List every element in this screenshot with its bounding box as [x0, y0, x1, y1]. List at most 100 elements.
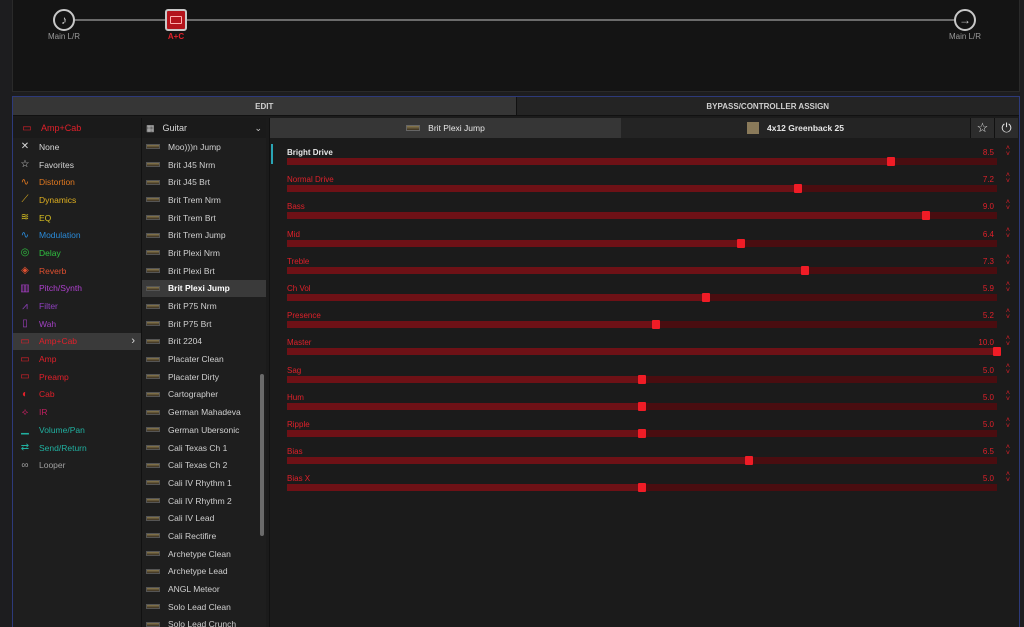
- model-list-item[interactable]: Cali Texas Ch 2: [142, 456, 266, 474]
- model-list-item[interactable]: Cali IV Rhythm 1: [142, 474, 266, 492]
- param-slider-handle[interactable]: [794, 184, 803, 194]
- model-list-item[interactable]: Brit Plexi Nrm: [142, 244, 266, 262]
- param-value[interactable]: 5.0: [982, 392, 994, 402]
- param-slider[interactable]: [287, 456, 997, 466]
- chevron-down-icon[interactable]: ⌄: [254, 122, 262, 133]
- up-down-arrows-icon[interactable]: ˄ ˅: [1005, 145, 1010, 158]
- model-list-item[interactable]: Cali IV Lead: [142, 509, 266, 527]
- model-list-item[interactable]: Brit Plexi Brt: [142, 262, 266, 280]
- category-item-ir[interactable]: ⟡ IR: [13, 403, 141, 421]
- model-list-item[interactable]: ANGL Meteor: [142, 580, 266, 598]
- category-item-eq[interactable]: ≋ EQ: [13, 209, 141, 227]
- param-value[interactable]: 5.0: [982, 365, 994, 375]
- grid-icon[interactable]: ▦: [146, 122, 155, 133]
- category-item-dynamics[interactable]: ⟋ Dynamics: [13, 191, 141, 209]
- favorite-button[interactable]: ☆: [970, 118, 994, 138]
- param-slider[interactable]: [287, 429, 997, 438]
- param-slider[interactable]: [287, 184, 997, 194]
- model-list-item[interactable]: German Mahadeva: [142, 403, 266, 421]
- input-node[interactable]: ♪: [53, 9, 75, 31]
- model-list-item[interactable]: Cali Texas Ch 1: [142, 439, 266, 457]
- model-list-item[interactable]: Cali IV Rhythm 2: [142, 492, 266, 510]
- output-node[interactable]: →: [954, 9, 976, 31]
- param-value[interactable]: 5.0: [982, 474, 994, 484]
- category-item-volume-pan[interactable]: ▁ Volume/Pan: [13, 421, 141, 439]
- up-down-arrows-icon[interactable]: ˄ ˅: [1005, 281, 1010, 294]
- up-down-arrows-icon[interactable]: ˄ ˅: [1005, 389, 1010, 403]
- param-slider-handle[interactable]: [638, 401, 646, 411]
- category-item-favorites[interactable]: ☆ Favorites: [13, 156, 141, 174]
- model-list-item[interactable]: Archetype Clean: [142, 545, 266, 563]
- model-list-item[interactable]: Moo)))n Jump: [142, 138, 266, 156]
- category-item-looper[interactable]: ∞ Looper: [13, 456, 141, 474]
- model-header[interactable]: ▦ Guitar ⌄: [142, 118, 266, 138]
- model-list-item[interactable]: Brit Plexi Jump: [142, 279, 266, 298]
- model-list-item[interactable]: Placater Dirty: [142, 368, 266, 386]
- up-down-arrows-icon[interactable]: ˄ ˅: [1005, 417, 1010, 430]
- model-list-item[interactable]: Brit P75 Brt: [142, 315, 266, 333]
- param-slider-handle[interactable]: [638, 429, 646, 438]
- category-item-filter[interactable]: ⩘ Filter: [13, 297, 141, 315]
- param-value[interactable]: 5.9: [982, 284, 994, 293]
- param-slider-handle[interactable]: [638, 483, 646, 493]
- category-item-none[interactable]: ✕ None: [13, 138, 141, 156]
- up-down-arrows-icon[interactable]: ˄ ˅: [1005, 226, 1010, 240]
- param-slider-handle[interactable]: [922, 211, 930, 221]
- param-value[interactable]: 8.5: [982, 148, 994, 157]
- amp-cab-block[interactable]: [165, 9, 187, 31]
- category-item-amp-cab[interactable]: ▭ Amp+Cab ›: [13, 332, 141, 351]
- category-item-delay[interactable]: ◎ Delay: [13, 244, 141, 262]
- model-list-item[interactable]: Brit Trem Jump: [142, 226, 266, 244]
- category-item-pitch-synth[interactable]: ▥ Pitch/Synth: [13, 280, 141, 298]
- param-slider[interactable]: [287, 265, 997, 275]
- param-slider[interactable]: [287, 211, 997, 221]
- category-item-distortion[interactable]: ∿ Distortion: [13, 173, 141, 191]
- param-slider[interactable]: [287, 374, 997, 384]
- tab-bypass-controller-assign[interactable]: BYPASS/CONTROLLER ASSIGN: [515, 97, 1019, 116]
- param-value[interactable]: 7.3: [982, 256, 994, 266]
- model-list-item[interactable]: Brit P75 Nrm: [142, 297, 266, 315]
- param-slider-handle[interactable]: [652, 320, 661, 330]
- category-item-wah[interactable]: ▯ Wah: [13, 315, 141, 333]
- param-slider[interactable]: [287, 483, 997, 493]
- category-item-amp[interactable]: ▭ Amp: [13, 350, 141, 368]
- param-slider[interactable]: [287, 347, 1001, 357]
- model-list-item[interactable]: German Ubersonic: [142, 421, 266, 439]
- tab-edit[interactable]: EDIT: [13, 97, 516, 116]
- param-slider[interactable]: [287, 157, 997, 166]
- param-value[interactable]: 5.2: [982, 311, 994, 321]
- model-list-item[interactable]: Brit 2204: [142, 333, 266, 351]
- model-list-item[interactable]: Cali Rectifire: [142, 527, 266, 545]
- model-list-item[interactable]: Solo Lead Clean: [142, 598, 266, 616]
- param-slider[interactable]: [287, 401, 997, 411]
- param-slider-handle[interactable]: [993, 347, 1001, 357]
- up-down-arrows-icon[interactable]: ˄ ˅: [1005, 253, 1010, 267]
- param-value[interactable]: 7.2: [982, 175, 994, 185]
- param-slider-handle[interactable]: [737, 238, 746, 248]
- param-slider[interactable]: [287, 238, 997, 248]
- param-slider[interactable]: [287, 293, 997, 302]
- param-slider-handle[interactable]: [801, 265, 810, 275]
- param-value[interactable]: 6.5: [982, 447, 994, 457]
- param-value[interactable]: 5.0: [982, 420, 994, 429]
- param-value[interactable]: 9.0: [982, 202, 994, 212]
- bypass-button[interactable]: ⏻: [994, 118, 1018, 138]
- up-down-arrows-icon[interactable]: ˄ ˅: [1005, 471, 1010, 485]
- param-value[interactable]: 10.0: [978, 338, 994, 348]
- model-list-item[interactable]: Placater Clean: [142, 350, 266, 368]
- param-slider-handle[interactable]: [701, 293, 710, 302]
- model-scrollbar[interactable]: [260, 374, 264, 536]
- param-slider-handle[interactable]: [744, 456, 753, 466]
- model-list-item[interactable]: Solo Lead Crunch: [142, 616, 266, 627]
- model-list-item[interactable]: Brit J45 Nrm: [142, 156, 266, 174]
- param-value[interactable]: 6.4: [982, 229, 994, 239]
- param-slider-handle[interactable]: [638, 374, 646, 384]
- category-item-reverb[interactable]: ◈ Reverb: [13, 262, 141, 280]
- category-item-cab[interactable]: ◐ Cab: [13, 386, 141, 404]
- model-list-item[interactable]: Archetype Lead: [142, 563, 266, 581]
- model-list-item[interactable]: Cartographer: [142, 386, 266, 404]
- param-slider-handle[interactable]: [886, 157, 895, 166]
- model-list-item[interactable]: Brit J45 Brt: [142, 173, 266, 191]
- category-item-preamp[interactable]: ▭ Preamp: [13, 368, 141, 386]
- up-down-arrows-icon[interactable]: ˄ ˅: [1005, 335, 1010, 349]
